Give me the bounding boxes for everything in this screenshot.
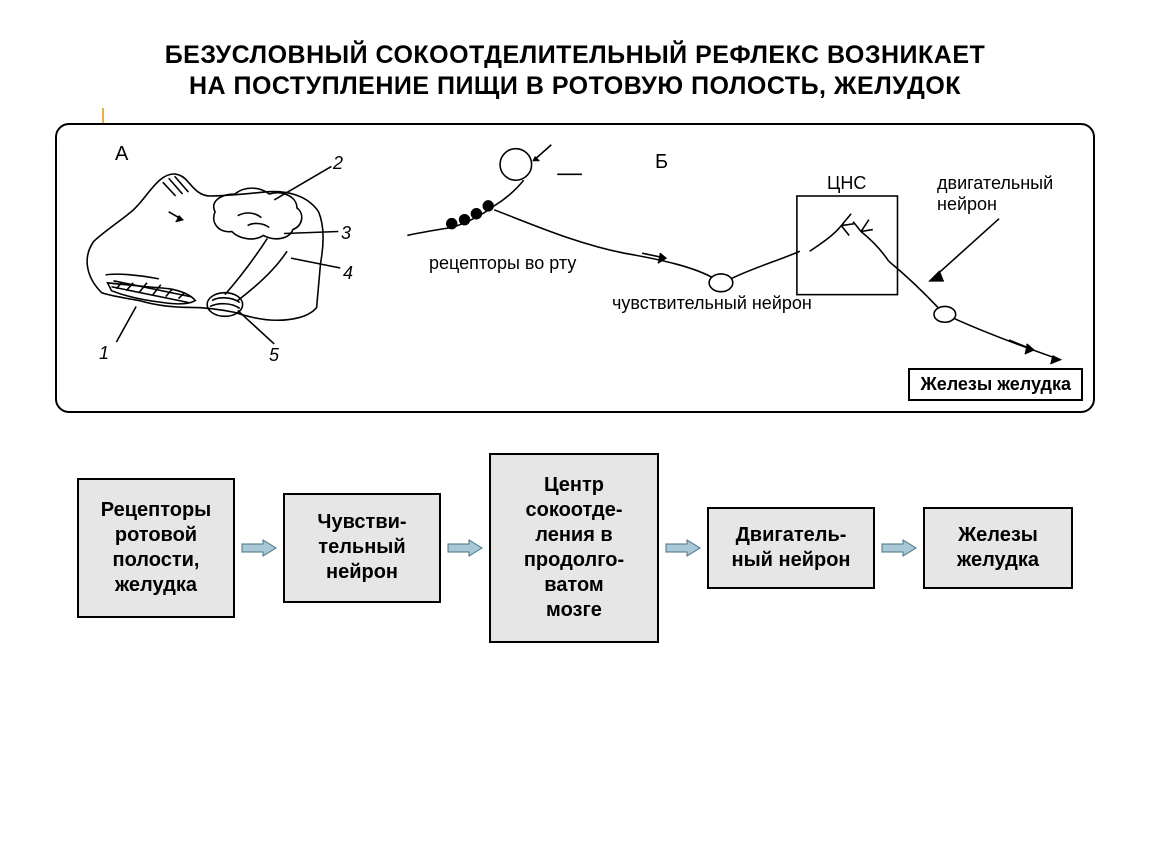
flow-arrow-icon xyxy=(241,539,277,557)
label-num-5: 5 xyxy=(269,345,279,366)
flow-box-3-text: Центр сокоотде- ления в продолго- ватом … xyxy=(524,473,624,623)
flow-box-1: Рецепторы ротовой полости, желудка xyxy=(77,478,235,618)
label-sensory-neuron: чувствительный нейрон xyxy=(612,293,812,314)
flow-box-4: Двигатель- ный нейрон xyxy=(707,507,875,589)
label-num-2: 2 xyxy=(333,153,343,174)
label-num-3: 3 xyxy=(341,223,351,244)
label-num-1: 1 xyxy=(99,343,109,364)
label-cns: ЦНС xyxy=(827,173,866,194)
label-receptors: рецепторы во рту xyxy=(429,253,576,274)
title-line-1: БЕЗУСЛОВНЫЙ СОКООТДЕЛИТЕЛЬНЫЙ РЕФЛЕКС ВО… xyxy=(50,40,1100,71)
flowchart: Рецепторы ротовой полости, желудка Чувст… xyxy=(50,453,1100,643)
flow-box-1-text: Рецепторы ротовой полости, желудка xyxy=(101,498,212,598)
flow-arrow-icon xyxy=(447,539,483,557)
title-line-2: НА ПОСТУПЛЕНИЕ ПИЩИ В РОТОВУЮ ПОЛОСТЬ, Ж… xyxy=(50,71,1100,102)
label-b: Б xyxy=(655,151,668,174)
label-motor-neuron: двигательный нейрон xyxy=(937,173,1053,216)
glands-box-label: Железы желудка xyxy=(908,368,1083,401)
flow-box-5: Железы желудка xyxy=(923,507,1073,589)
flow-box-3: Центр сокоотде- ления в продолго- ватом … xyxy=(489,453,659,643)
flow-box-2: Чувстви- тельный нейрон xyxy=(283,493,441,603)
flow-box-5-text: Железы желудка xyxy=(957,523,1039,573)
page-title: БЕЗУСЛОВНЫЙ СОКООТДЕЛИТЕЛЬНЫЙ РЕФЛЕКС ВО… xyxy=(50,40,1100,103)
flow-arrow-icon xyxy=(665,539,701,557)
diagram-frame: А Б ЦНС двигательный нейрон рецепторы во… xyxy=(55,123,1095,413)
label-num-4: 4 xyxy=(343,263,353,284)
flow-box-2-text: Чувстви- тельный нейрон xyxy=(317,510,406,585)
flow-box-4-text: Двигатель- ный нейрон xyxy=(731,523,850,573)
label-a: А xyxy=(115,143,128,166)
flow-arrow-icon xyxy=(881,539,917,557)
